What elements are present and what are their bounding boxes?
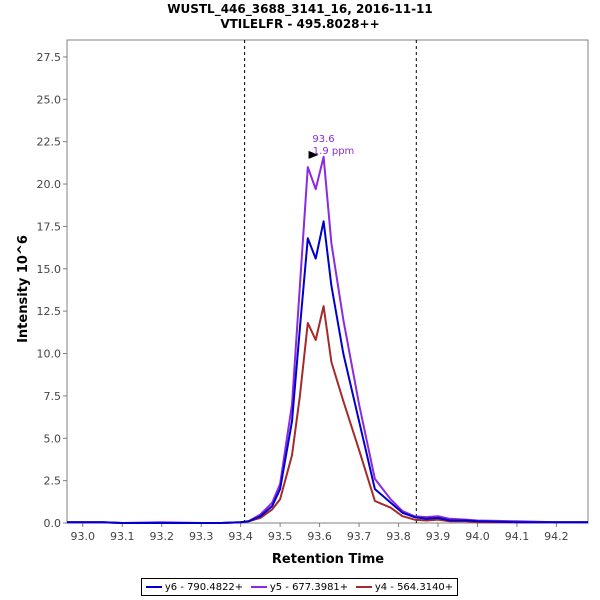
legend-item: y4 - 564.3140+ — [355, 581, 454, 593]
chart-title: WUSTL_446_3688_3141_16, 2016-11-11 — [167, 2, 433, 16]
legend-swatch — [355, 586, 372, 588]
x-axis-label: Retention Time — [272, 552, 384, 567]
legend-label: y4 - 564.3140+ — [374, 581, 454, 593]
legend-item: y6 - 790.4822+ — [145, 581, 244, 593]
y-tick-label: 0.0 — [44, 517, 62, 530]
legend-swatch — [250, 586, 267, 588]
x-tick-label: 93.3 — [189, 530, 214, 543]
x-tick-label: 93.7 — [347, 530, 372, 543]
y-tick-label: 10.0 — [37, 348, 62, 361]
legend-label: y6 - 790.4822+ — [164, 581, 244, 593]
x-tick-label: 93.8 — [386, 530, 411, 543]
y-tick-label: 7.5 — [44, 390, 62, 403]
x-tick-label: 94.2 — [544, 530, 569, 543]
y-tick-label: 20.0 — [37, 178, 62, 191]
x-tick-label: 93.4 — [228, 530, 253, 543]
y-tick-label: 15.0 — [37, 263, 62, 276]
y-tick-label: 5.0 — [44, 432, 62, 445]
plot-area — [66, 39, 589, 524]
y-axis-label: Intensity 10^6 — [16, 235, 31, 343]
x-tick-label: 94.1 — [505, 530, 530, 543]
x-tick-label: 93.9 — [426, 530, 451, 543]
legend-swatch — [145, 586, 162, 588]
x-tick-label: 93.0 — [71, 530, 96, 543]
y-tick-label: 12.5 — [37, 305, 62, 318]
chromatogram-chart: 0.0 2.5 5.0 7.5 10.0 12.5 15.0 17.5 20.0 22.5 25.0… — [16, 39, 589, 567]
peak-ppm-label: 1.9 ppm — [313, 146, 355, 157]
series-line — [67, 220, 588, 524]
x-tick-label: 93.5 — [268, 530, 293, 543]
x-tick-label: 93.2 — [149, 530, 174, 543]
peak-rt-label: 93.6 — [312, 134, 334, 145]
x-tick-label: 93.1 — [110, 530, 135, 543]
legend-label: y5 - 677.3981+ — [269, 581, 349, 593]
peak-marker-arrow — [308, 150, 319, 159]
y-tick-label: 2.5 — [44, 475, 62, 488]
y-tick-label: 22.5 — [37, 136, 62, 149]
y-tick-label: 25.0 — [37, 93, 62, 106]
legend: y6 - 790.4822+ y5 - 677.3981+ y4 - 564.314… — [141, 578, 458, 596]
chart-subtitle: VTILELFR - 495.8028++ — [220, 17, 380, 31]
y-tick-label: 27.5 — [37, 51, 62, 64]
y-tick-label: 17.5 — [37, 220, 62, 233]
x-tick-label: 94.0 — [465, 530, 490, 543]
x-tick-label: 93.6 — [307, 530, 332, 543]
legend-item: y5 - 677.3981+ — [250, 581, 349, 593]
